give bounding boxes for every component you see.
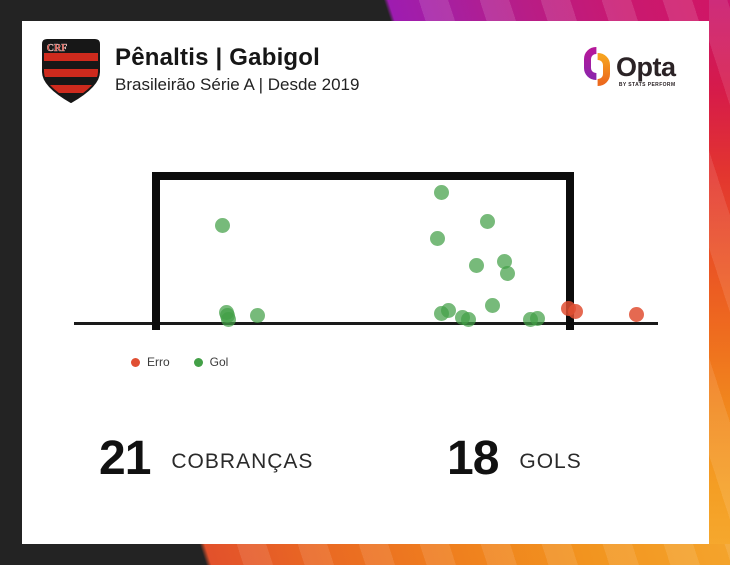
stat-cobrancas-label: COBRANÇAS xyxy=(171,450,314,473)
legend-label-gol: Gol xyxy=(209,355,229,369)
shot-dot-gol xyxy=(499,265,515,281)
goal-right-post xyxy=(566,172,574,330)
shot-dot-gol xyxy=(479,213,495,229)
goal-crossbar xyxy=(152,172,574,180)
shot-dot-erro xyxy=(628,306,644,322)
stat-cobrancas-value: 21 xyxy=(99,432,151,485)
shot-dot-erro xyxy=(567,303,583,319)
stats-row: 21 COBRANÇAS 18 GOLS xyxy=(22,435,709,505)
stat-gols-value: 18 xyxy=(447,432,499,485)
legend-label-erro: Erro xyxy=(147,355,170,369)
opta-tagline: BY STATS PERFORM xyxy=(618,82,676,88)
shot-dot-gol xyxy=(484,297,500,313)
opta-wordmark: Opta xyxy=(616,52,676,82)
erro-swatch-icon xyxy=(131,357,140,367)
flamengo-crest: CRF xyxy=(42,39,100,103)
page-subtitle: Brasileirão Série A | Desde 2019 xyxy=(115,74,360,94)
legend-item-erro: Erro xyxy=(131,355,170,369)
goal-left-post xyxy=(152,172,160,330)
infographic-card: CRF Pênaltis | Gabigol Brasileirão Série… xyxy=(22,21,709,544)
shot-dot-gol xyxy=(496,253,512,269)
shot-dot-gol xyxy=(460,311,476,327)
opta-logo: Opta BY STATS PERFORM xyxy=(584,47,676,88)
page-title: Pênaltis | Gabigol xyxy=(115,44,321,71)
shot-dot-gol xyxy=(220,311,236,327)
stat-gols-label: GOLS xyxy=(519,450,582,473)
bottom-gradient-band xyxy=(0,544,730,565)
header-titles: Pênaltis | Gabigol Brasileirão Série A |… xyxy=(115,44,359,95)
stat-gols: 18 GOLS xyxy=(447,435,582,483)
shot-dot-gol xyxy=(433,184,449,200)
shot-dot-gol xyxy=(249,307,265,323)
legend-item-gol: Gol xyxy=(193,355,229,369)
gol-swatch-icon xyxy=(193,357,203,367)
shot-dot-gol xyxy=(468,257,484,273)
opta-logo-text: Opta BY STATS PERFORM xyxy=(616,47,676,89)
right-gradient-band xyxy=(709,0,730,565)
crest-monogram: CRF xyxy=(47,43,68,54)
shot-dot-gol xyxy=(214,217,230,233)
goal-line xyxy=(74,322,658,325)
shot-map xyxy=(22,21,709,544)
stat-cobrancas: 21 COBRANÇAS xyxy=(99,435,313,483)
legend: Erro Gol xyxy=(131,355,228,369)
shot-dot-gol xyxy=(429,230,445,246)
shot-dot-gol xyxy=(433,305,449,321)
top-gradient-band xyxy=(0,0,730,21)
opta-logo-icon xyxy=(584,47,610,86)
shot-dot-gol xyxy=(529,310,545,326)
